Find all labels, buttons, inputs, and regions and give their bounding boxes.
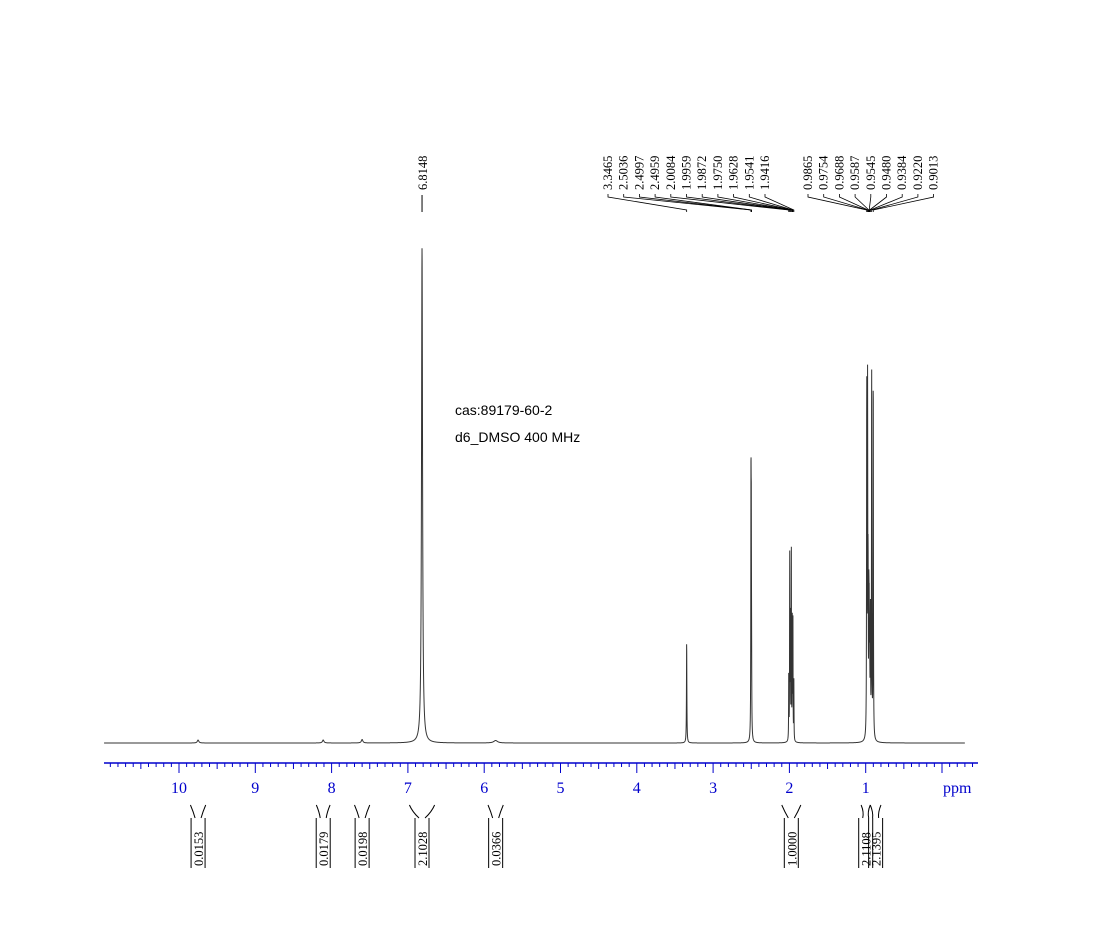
- peak-label: 0.9688: [832, 156, 846, 190]
- x-tick-label: 1: [862, 780, 870, 797]
- x-tick-label: 9: [251, 780, 259, 797]
- integral-value: 2.1028: [416, 832, 430, 866]
- integral-value: 0.0153: [192, 832, 206, 866]
- peak-label-leader: [872, 194, 934, 212]
- integrals: 0.0153 0.0179 0.0198 2.1028 0.0366 1.0000 2.11…: [189, 804, 884, 868]
- peak-label-leader: [607, 194, 688, 212]
- peak-label: 1.9872: [695, 156, 709, 190]
- integral-bracket: [498, 804, 504, 819]
- peak-label: 0.9754: [817, 155, 831, 190]
- x-tick-label: 6: [480, 780, 488, 797]
- integral-bracket: [781, 804, 789, 819]
- annotation-line-2: d6_DMSO 400 MHz: [455, 429, 580, 445]
- peak-label-leader: [823, 194, 868, 212]
- peak-label: 0.9384: [895, 155, 909, 190]
- peak-label-leader: [807, 194, 868, 212]
- peak-label: 2.4959: [648, 156, 662, 190]
- peak-label-leader: [839, 194, 869, 212]
- peak-label: 1.9416: [758, 156, 772, 190]
- peak-label: 1.9628: [727, 156, 741, 190]
- peak-label-leader: [870, 194, 903, 212]
- peak-label: 1.9541: [742, 156, 756, 190]
- peak-label-leader: [869, 194, 887, 212]
- peak-label-leader: [871, 194, 919, 212]
- x-tick-label: 7: [404, 780, 412, 797]
- peak-label-leader: [748, 194, 794, 212]
- x-unit-label: ppm: [943, 780, 972, 797]
- peak-label: 0.9480: [880, 156, 894, 190]
- peak-label: 0.9545: [864, 156, 878, 190]
- x-tick-label: 8: [328, 780, 336, 797]
- integral-bracket: [869, 804, 874, 819]
- x-tick-label: 3: [709, 780, 717, 797]
- integral-bracket: [364, 804, 371, 819]
- peak-label: 0.9587: [848, 156, 862, 190]
- peak-label: 2.4997: [632, 156, 646, 190]
- peak-label-leader: [654, 194, 752, 212]
- x-tick-label: 4: [633, 780, 641, 797]
- integral-value: 1.0000: [785, 832, 799, 866]
- peak-label-leader: [686, 194, 791, 212]
- integral-bracket: [189, 804, 196, 819]
- integral-bracket: [325, 804, 331, 819]
- integral-bracket: [793, 804, 802, 819]
- integral-value: 0.0198: [356, 832, 370, 866]
- integral-value: 2.1395: [870, 832, 884, 866]
- spectrum-trace: [104, 248, 965, 744]
- peak-label: 0.9220: [911, 156, 925, 190]
- peak-label-leader: [764, 194, 795, 212]
- integral-bracket: [315, 804, 321, 819]
- integral-bracket: [878, 804, 882, 819]
- x-tick-label: 5: [557, 780, 565, 797]
- integral-bracket: [408, 804, 420, 819]
- integral-value: 0.0179: [317, 832, 331, 866]
- integral-bracket: [424, 804, 436, 819]
- peak-labels: 6.8148 3.3465 2.5036 2.4997 2.4959 2.0084 1.99…: [416, 155, 941, 212]
- peak-label: 2.0084: [664, 155, 678, 190]
- ppm-axis: 10 9 8 7 6 5 4 3 2 1: [104, 762, 978, 797]
- peak-label-leader: [701, 194, 791, 212]
- peak-label: 1.9959: [680, 156, 694, 190]
- integral-bracket: [487, 804, 494, 819]
- integral-value: 0.0366: [490, 832, 504, 866]
- sample-annotation: cas:89179-60-2 d6_DMSO 400 MHz: [455, 402, 580, 445]
- peak-label-leader: [733, 194, 793, 212]
- integral-value: 2.1108: [860, 832, 874, 866]
- peak-label-leader: [670, 194, 790, 212]
- peak-label: 3.3465: [601, 156, 615, 190]
- peak-label: 0.9013: [927, 156, 941, 190]
- x-tick-label: 10: [171, 780, 187, 797]
- peak-label: 2.5036: [617, 156, 631, 190]
- peak-label-leader: [717, 194, 792, 212]
- integral-bracket: [867, 804, 871, 819]
- peak-label: 0.9865: [801, 156, 815, 190]
- integral-bracket: [860, 804, 864, 819]
- annotation-line-1: cas:89179-60-2: [455, 402, 553, 418]
- peak-label-leader: [868, 194, 872, 212]
- peak-label: 1.9750: [711, 156, 725, 190]
- peak-label: 6.8148: [416, 156, 430, 190]
- integral-bracket: [200, 804, 207, 819]
- integral-bracket: [354, 804, 360, 819]
- x-tick-label: 2: [785, 780, 793, 797]
